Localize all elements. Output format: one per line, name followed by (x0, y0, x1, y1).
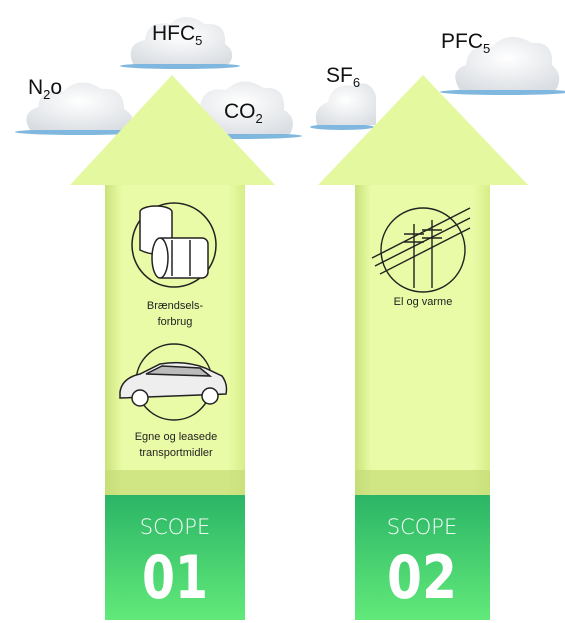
cloud (120, 17, 240, 69)
scope-label: SCOPE (140, 515, 210, 539)
fuel-icon (131, 202, 217, 288)
gas-label: CO2 (224, 100, 263, 126)
scope-box (355, 495, 490, 620)
gas-name: PFC (441, 30, 483, 53)
gas-subscript: 2 (43, 87, 50, 102)
cloud (440, 36, 565, 95)
gas-subscript: 5 (195, 33, 202, 48)
gas-name: N (28, 76, 43, 99)
gas-name: CO (224, 100, 256, 123)
item-label: Egne og leasede (135, 431, 218, 443)
scope-box (105, 495, 245, 620)
clouds (15, 17, 565, 139)
gas-name: HFC (152, 22, 195, 45)
item-label: forbrug (158, 316, 193, 328)
car-icon (119, 343, 228, 421)
gas-subscript: 5 (483, 41, 490, 56)
scope-label: SCOPE (387, 515, 457, 539)
gas-label: N2o (28, 76, 62, 102)
gas-label: PFC5 (441, 30, 490, 56)
gas-label: SF6 (326, 64, 360, 90)
scope-number: 01 (142, 543, 208, 613)
arrow (318, 75, 528, 620)
power-icon (371, 207, 471, 293)
gas-name: SF (326, 64, 353, 87)
gas-name: o (50, 76, 62, 99)
gas-subscript: 2 (256, 111, 263, 126)
cloud (310, 83, 376, 130)
gas-subscript: 6 (353, 75, 360, 90)
cloud (15, 82, 145, 135)
scope-number: 02 (387, 543, 457, 613)
item-label: transportmidler (139, 447, 213, 459)
item-label: Brændsels- (147, 300, 204, 312)
gas-label: HFC5 (152, 22, 202, 48)
item-label: El og varme (394, 296, 453, 308)
